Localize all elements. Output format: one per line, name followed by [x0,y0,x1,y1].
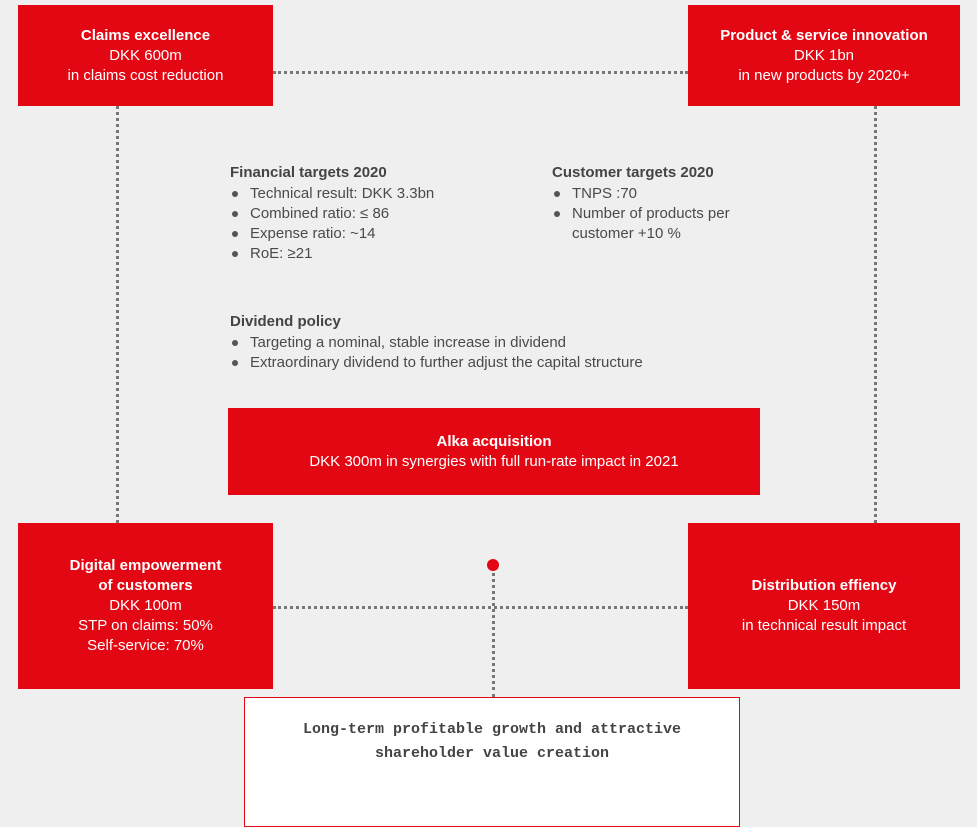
box-title: of customers [98,577,193,594]
heading: Customer targets 2020 [552,164,714,181]
list-item: Targeting a nominal, stable increase in … [232,333,643,353]
box-line: in new products by 2020+ [738,66,910,84]
connector [273,71,688,74]
box-title: Digital empowerment [69,557,222,574]
goal-line: Long-term profitable growth and attracti… [302,721,682,738]
box-line: DKK 1bn [793,46,855,64]
list-item: Combined ratio: ≤ 86 [231,204,434,224]
list-item: Extraordinary dividend to further adjust… [232,354,643,371]
list-item: Technical result: DKK 3.3bn [231,185,435,202]
list-item: Number of products per customer +10 % [554,204,772,244]
box-title: Product & service innovation [720,26,928,44]
dividend-policy: Dividend policy Targeting a nominal, stab… [230,312,643,373]
box-line: in claims cost reduction [67,66,224,84]
connector [116,106,119,523]
box: Distribution effiency DKK 150m in technica… [688,523,960,689]
goal-box: Long-term profitable growth and attracti… [244,697,740,827]
list: Technical result: DKK 3.3bn Combined rati… [230,184,434,264]
box-line: DKK 600m [109,46,182,64]
connector [874,106,877,523]
box-line: DKK 100m [109,597,182,614]
goal-line: shareholder value creation [374,745,610,762]
box-line: DKK 150m [787,597,861,614]
list-item: RoE: ≥21 [231,244,434,264]
acquisition-box: Alka acquisition DKK 300m in synergies w… [228,408,760,495]
financial-targets: Financial targets 2020 Technical result: … [230,163,434,264]
box: Claims excellence DKK 600m in claims cost … [18,5,273,106]
list: Targeting a nominal, stable increase in … [230,333,643,373]
box-line: Self-service: 70% [87,637,204,654]
box-title: Claims excellence [80,26,211,44]
box-line: STP on claims: 50% [78,617,213,634]
acquisition-text: DKK 300m in synergies with full run-rate… [309,452,679,470]
list-item: Expense ratio: ~14 [231,224,434,244]
heading: Financial targets 2020 [230,164,387,181]
box: Digital empowerment of customers DKK 100m S… [18,523,273,689]
dot [487,559,499,571]
box-line: in technical result impact [741,617,907,634]
list-item: TNPS :70 [554,184,772,204]
list: TNPS :70 Number of products per customer … [552,184,772,244]
connector [492,566,495,697]
acquisition-title: Alka acquisition [436,432,552,450]
customer-targets: Customer targets 2020 TNPS :70 Number of p… [552,163,772,244]
box: Product & service innovation DKK 1bn in ne… [688,5,960,106]
heading: Dividend policy [230,313,341,330]
box-title: Distribution effiency [751,577,897,594]
connector [273,606,688,609]
